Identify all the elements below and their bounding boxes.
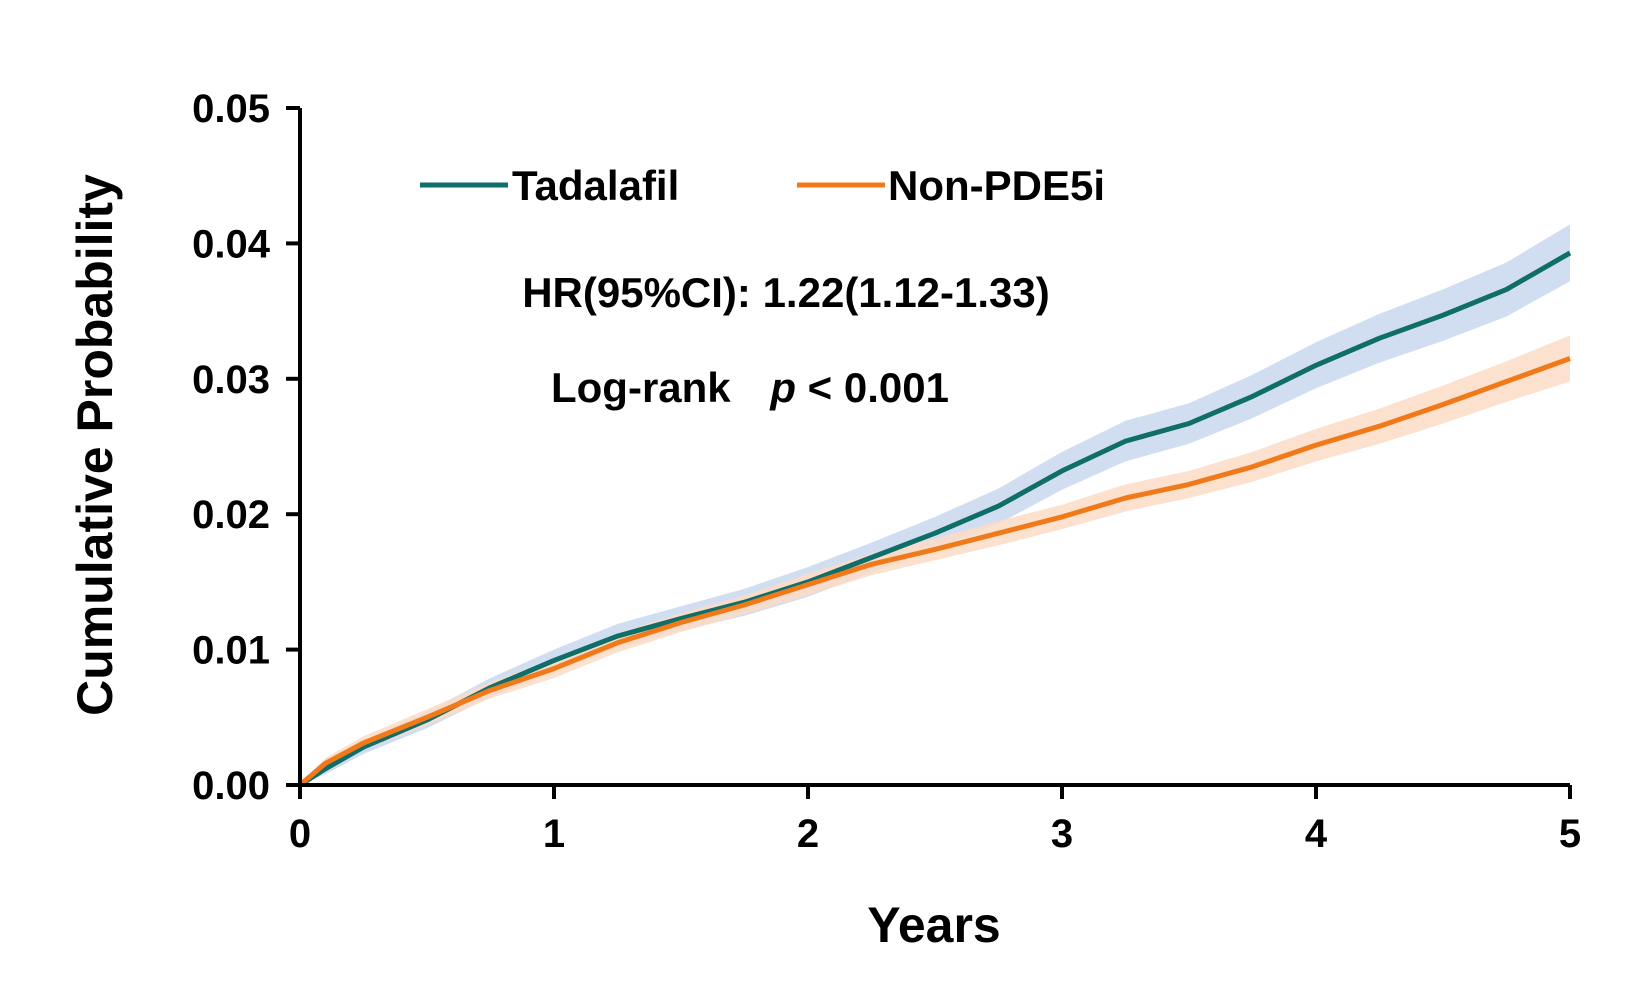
- y-tick-label: 0.01: [192, 629, 270, 673]
- y-tick-label: 0.00: [192, 764, 270, 808]
- log-rank-p-value: < 0.001: [808, 364, 949, 411]
- y-tick-label: 0.02: [192, 493, 270, 537]
- series-line-non-pde5i: [298, 356, 1571, 787]
- y-tick-label: 0.05: [192, 87, 270, 131]
- series-lines: [298, 250, 1572, 788]
- x-tick-label: 0: [289, 812, 311, 856]
- ticks: 0.00 0.01 0.02 0.03 0.04 0.05 0 1 2 3 4 5: [192, 87, 1581, 856]
- log-rank-annotation: Log-rank p < 0.001: [551, 364, 949, 411]
- y-tick-label: 0.04: [192, 222, 271, 266]
- x-tick-label: 3: [1051, 812, 1073, 856]
- legend-label-non-pde5i: Non-PDE5i: [888, 162, 1105, 209]
- y-tick-label: 0.03: [192, 358, 270, 402]
- legend: Tadalafil Non-PDE5i: [420, 162, 1105, 209]
- log-rank-prefix: Log-rank: [551, 364, 731, 411]
- x-tick-label: 4: [1305, 812, 1328, 856]
- x-axis-title: Years: [867, 897, 1000, 953]
- hazard-ratio-annotation: HR(95%CI): 1.22(1.12-1.33): [522, 269, 1050, 316]
- legend-label-tadalafil: Tadalafil: [512, 162, 679, 209]
- x-tick-label: 5: [1559, 812, 1581, 856]
- y-axis-title: Cumulative Probability: [67, 174, 123, 716]
- x-tick-label: 1: [543, 812, 565, 856]
- log-rank-p-symbol: p: [769, 364, 796, 411]
- axes: [298, 108, 1570, 787]
- x-tick-label: 2: [797, 812, 819, 856]
